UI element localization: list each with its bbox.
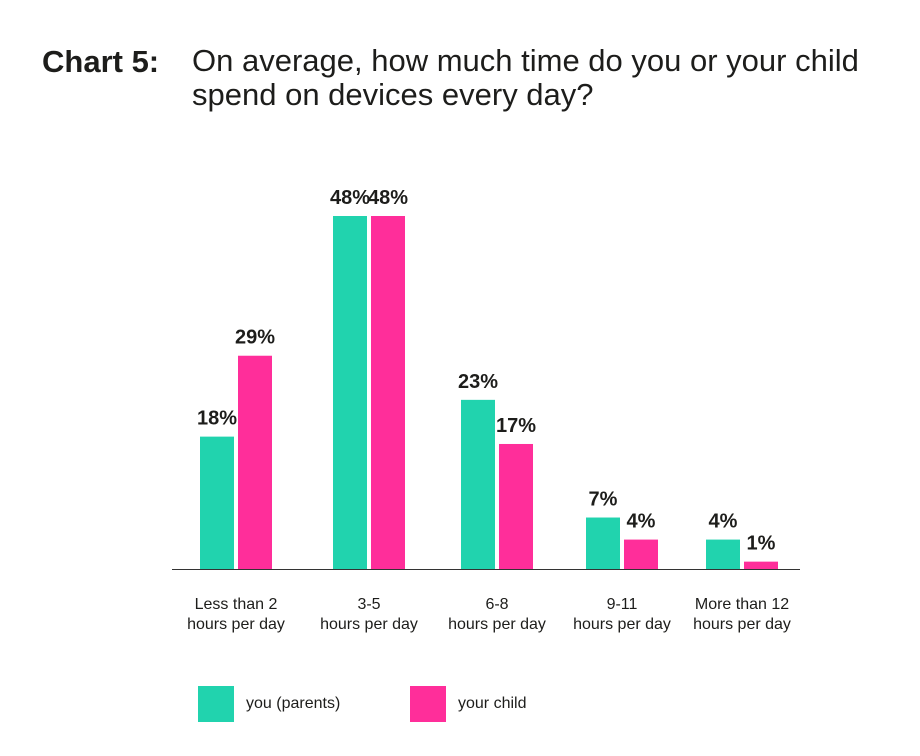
bar-child-2 (499, 443, 533, 569)
data-label-child-4: 1% (747, 533, 776, 555)
bar-child-3 (624, 539, 658, 569)
data-label-parents-1: 48% (330, 187, 370, 209)
x-tick-label-0-1: hours per day (187, 616, 285, 633)
x-tick-label-1-0: 3-5 (357, 596, 380, 613)
data-label-parents-2: 23% (458, 371, 498, 393)
data-label-child-2: 17% (496, 415, 536, 437)
bar-child-4 (744, 561, 778, 569)
data-label-parents-3: 7% (589, 489, 618, 511)
bar-parents-0 (200, 436, 234, 569)
x-tick-label-3-1: hours per day (573, 616, 671, 633)
legend-item-child: your child (410, 686, 526, 722)
x-tick-label-2-0: 6-8 (485, 596, 508, 613)
legend-swatch-child (410, 686, 446, 722)
x-tick-label-4-1: hours per day (693, 616, 791, 633)
chart-question: On average, how much time do you or your… (192, 43, 859, 112)
bar-parents-3 (586, 517, 620, 569)
legend-label-parents: you (parents) (246, 695, 341, 712)
bar-child-1 (371, 216, 405, 569)
data-label-child-1: 48% (368, 187, 408, 209)
data-label-parents-4: 4% (709, 511, 738, 533)
x-tick-label-4-0: More than 12 (695, 596, 789, 613)
bar-child-0 (238, 355, 272, 569)
data-label-child-0: 29% (235, 327, 275, 349)
legend-item-parents: you (parents) (198, 686, 340, 722)
data-label-parents-0: 18% (197, 408, 237, 430)
x-tick-label-2-1: hours per day (448, 616, 546, 633)
chart-number: Chart 5: (42, 44, 160, 79)
bar-parents-4 (706, 539, 740, 569)
x-tick-label-0-0: Less than 2 (195, 596, 278, 613)
bar-parents-2 (461, 399, 495, 569)
legend-swatch-parents (198, 686, 234, 722)
bar-parents-1 (333, 216, 367, 569)
x-tick-label-3-0: 9-11 (607, 596, 638, 613)
data-label-child-3: 4% (627, 511, 656, 533)
x-tick-label-1-1: hours per day (320, 616, 418, 633)
legend-label-child: your child (458, 695, 527, 712)
chart-title: Chart 5: On average, how much time do yo… (42, 44, 912, 112)
